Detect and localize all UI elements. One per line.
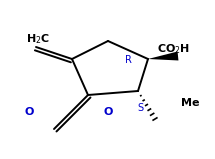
Text: CO$_2$H: CO$_2$H (157, 42, 190, 56)
Text: O: O (25, 107, 34, 117)
Text: H$_2$C: H$_2$C (26, 32, 50, 46)
Text: R: R (124, 55, 131, 65)
Polygon shape (148, 52, 178, 60)
Text: O: O (103, 107, 113, 117)
Text: Me: Me (181, 98, 200, 108)
Text: S: S (137, 103, 143, 113)
